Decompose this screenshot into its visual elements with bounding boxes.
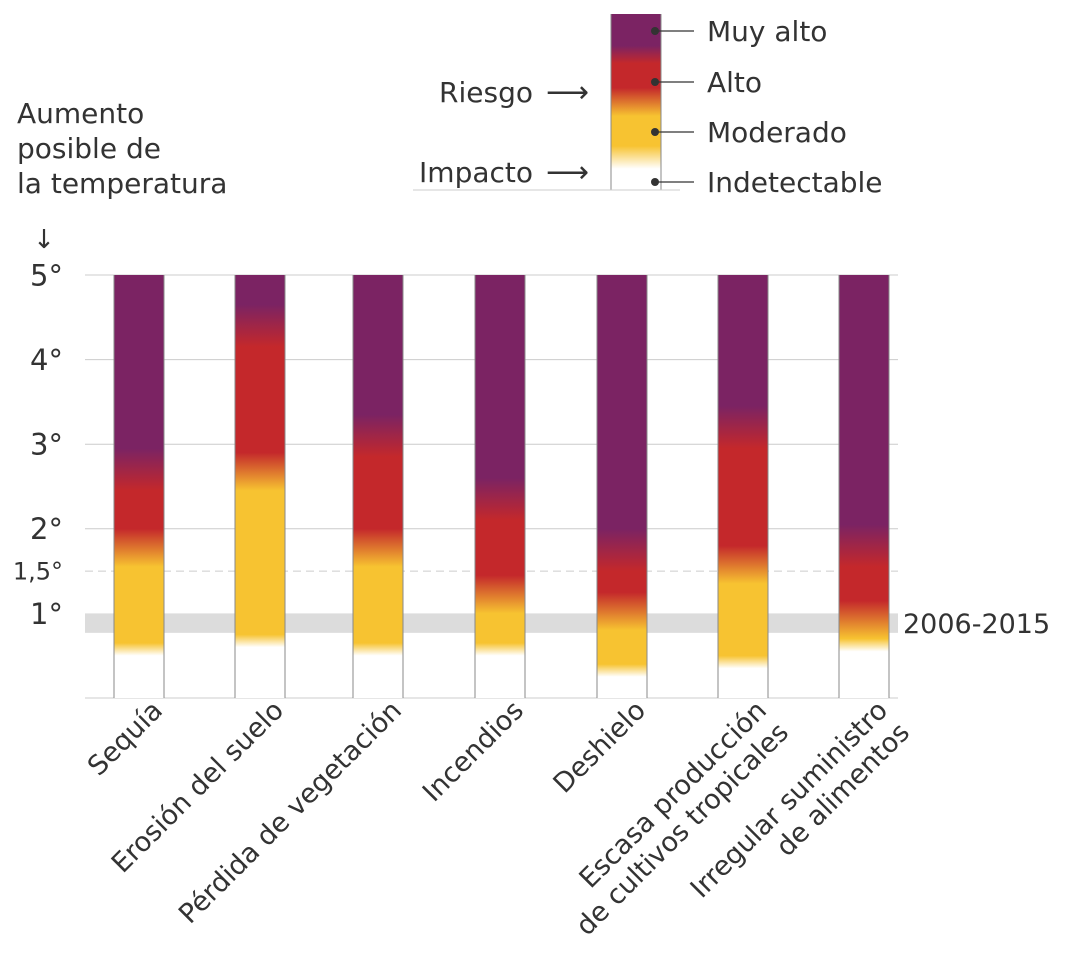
bar-2 — [353, 275, 403, 698]
legend-arrow: ⟶ — [546, 75, 589, 110]
bar-3 — [475, 275, 525, 698]
legend-level-label: Indetectable — [707, 166, 883, 199]
bar-0 — [114, 275, 164, 698]
y-axis-title: posible de — [17, 132, 161, 165]
y-tick-label: 1° — [30, 597, 63, 631]
legend-level-label: Alto — [707, 66, 762, 99]
y-axis-title: Aumento — [17, 97, 144, 130]
y-tick-label: 5° — [30, 258, 63, 292]
legend-level-label: Muy alto — [707, 15, 827, 48]
y-axis-title: la temperatura — [17, 167, 227, 200]
legend-arrow-label: Riesgo — [439, 76, 533, 109]
legend-arrow-label: Impacto — [419, 156, 533, 189]
y-axis-arrow: ↓ — [33, 225, 55, 255]
bar-5 — [718, 275, 768, 698]
y-tick-label: 2° — [30, 512, 63, 546]
category-label: Sequía — [82, 695, 169, 782]
y-tick-label: 4° — [30, 343, 63, 377]
bar-4 — [597, 275, 647, 698]
category-label: Deshielo — [547, 695, 651, 799]
bar-1 — [235, 275, 285, 698]
category-label: Pérdida de vegetación — [173, 695, 408, 930]
legend-swatch — [611, 14, 661, 190]
category-label: Incendios — [417, 695, 530, 808]
legend-arrow: ⟶ — [546, 155, 589, 190]
y-tick-label: 3° — [30, 428, 63, 462]
y-tick-label: 1,5° — [13, 558, 63, 586]
bar-6 — [839, 275, 889, 698]
reference-band-label: 2006-2015 — [903, 609, 1050, 640]
legend-level-label: Moderado — [707, 116, 847, 149]
